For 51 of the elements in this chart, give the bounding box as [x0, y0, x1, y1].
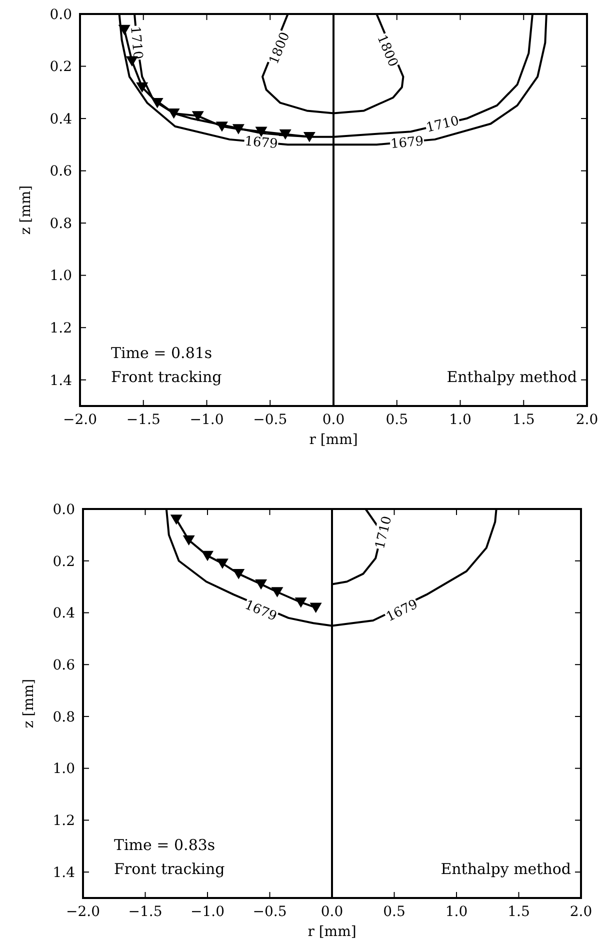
y-tick-label: 1.4 [52, 864, 76, 881]
x-tick-label: −0.5 [252, 904, 287, 920]
y-tick-label: 0.8 [50, 216, 72, 232]
y-tick-label: 1.2 [52, 813, 75, 830]
annotation: Time = 0.81s [111, 344, 212, 362]
y-tick-label: 1.0 [50, 268, 72, 284]
x-tick-label: −2.0 [63, 412, 97, 428]
y-tick-label: 0.0 [50, 6, 72, 23]
x-tick-label: −1.5 [126, 412, 160, 428]
annotation: Enthalpy method [440, 860, 572, 878]
x-axis-title: r [mm] [308, 924, 356, 940]
x-tick-label: 2.0 [570, 904, 592, 920]
x-tick-label: 2.0 [576, 412, 598, 428]
x-tick-label: −2.0 [66, 904, 100, 920]
annotation: Enthalpy method [446, 368, 578, 386]
x-tick-label: −1.0 [190, 904, 224, 920]
annotation: 1679 [244, 134, 278, 152]
annotation: 1679 [242, 598, 279, 624]
y-tick-label: 1.2 [50, 320, 72, 336]
x-axis-title: r [mm] [309, 432, 358, 448]
y-tick-label: 0.6 [50, 164, 72, 180]
y-axis-title: z [mm] [18, 185, 34, 235]
x-tick-label: 1.5 [512, 412, 535, 428]
annotation: 1679 [390, 134, 424, 152]
x-tick-label: 1.0 [449, 412, 472, 428]
x-tick-label: −0.5 [253, 412, 288, 428]
annotation: 1800 [374, 32, 400, 70]
x-tick-label: 0.0 [322, 412, 345, 428]
y-tick-label: 0.4 [52, 606, 76, 622]
x-tick-label: −1.5 [128, 904, 162, 920]
x-tick-label: 0.5 [386, 412, 408, 428]
y-tick-label: 0.2 [50, 59, 72, 76]
annotation: Time = 0.83s [114, 836, 216, 854]
annotation: 1679 [384, 597, 420, 626]
y-tick-label: 0.2 [52, 554, 75, 570]
y-tick-label: 0.8 [52, 709, 75, 726]
x-tick-label: −1.0 [190, 412, 224, 428]
x-tick-label: 0.0 [320, 904, 344, 920]
annotation: Front tracking [111, 368, 222, 386]
y-tick-label: 0.6 [52, 658, 76, 674]
x-tick-label: 1.5 [508, 904, 530, 920]
x-tick-label: 1.0 [445, 904, 468, 920]
annotation: 1710 [424, 114, 461, 136]
y-tick-label: 1.0 [52, 761, 75, 778]
y-axis-title: z [mm] [21, 678, 37, 728]
y-tick-label: 0.0 [52, 502, 75, 518]
annotation: 1800 [266, 30, 294, 67]
annotation: Front tracking [114, 860, 226, 878]
y-tick-label: 1.4 [50, 372, 72, 389]
x-tick-label: 0.5 [383, 904, 406, 920]
y-tick-label: 0.4 [50, 111, 72, 128]
